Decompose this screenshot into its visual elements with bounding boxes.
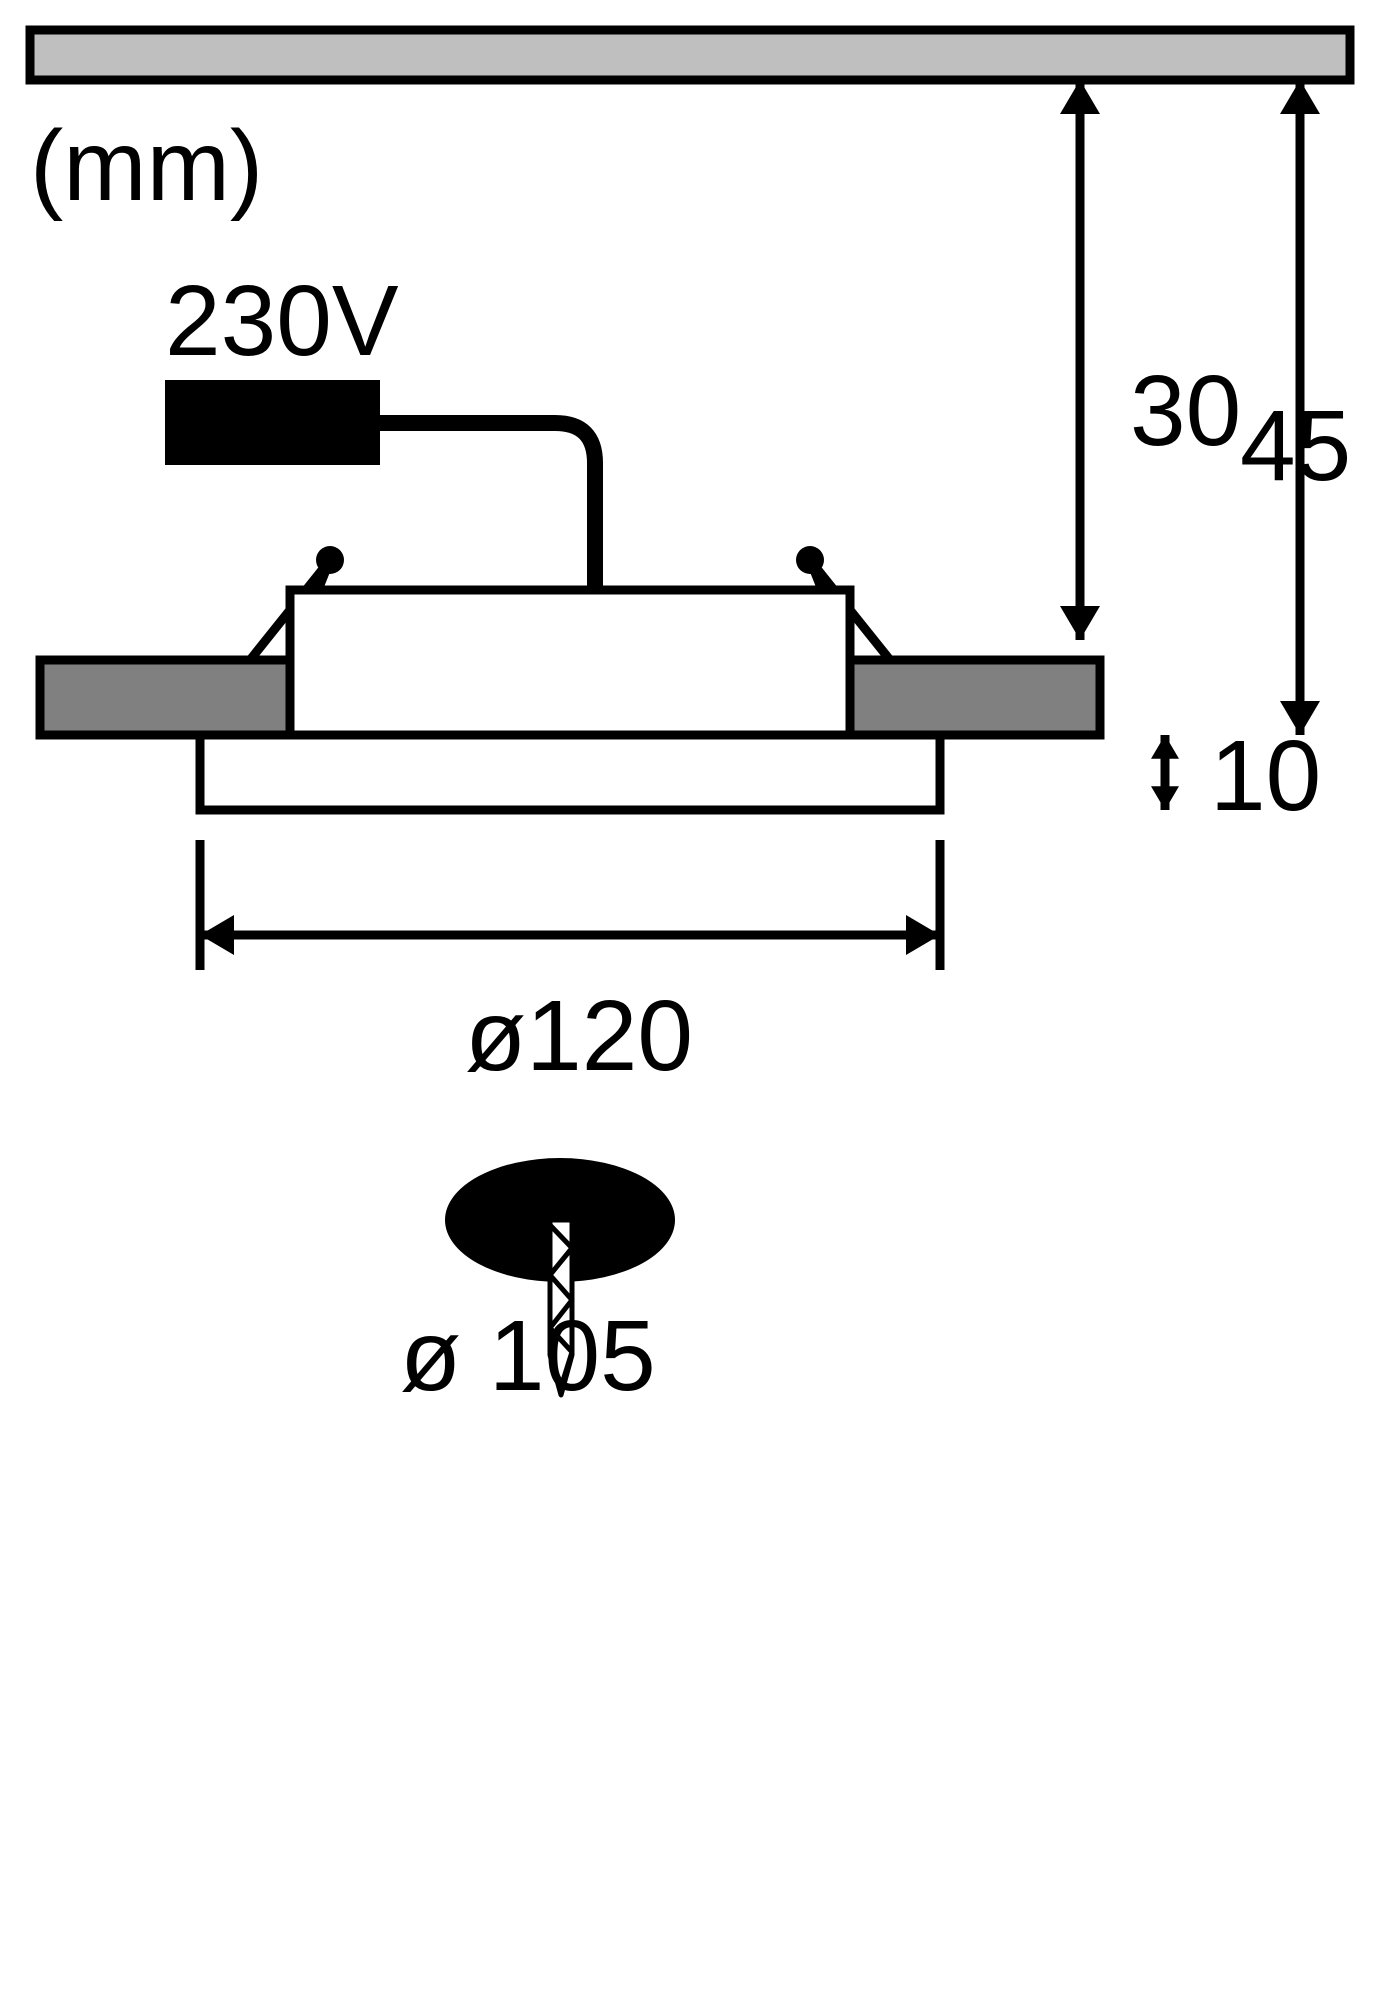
arrow-head	[1280, 80, 1320, 114]
connector-block	[165, 380, 380, 465]
mounting-ring-left	[40, 660, 290, 735]
dim-cutout-label: ø 105	[400, 1300, 656, 1412]
voltage-label: 230V	[165, 265, 399, 377]
arrow-head	[1151, 786, 1179, 810]
dim-30-label: 30	[1130, 355, 1241, 467]
spring-clip-right-pivot	[796, 546, 824, 574]
dim-10-label: 10	[1210, 720, 1321, 832]
power-cable	[380, 423, 595, 590]
mounting-ring-right	[850, 660, 1100, 735]
fixture-face	[200, 735, 940, 810]
dim-45-label: 45	[1240, 390, 1351, 502]
arrow-head	[906, 915, 940, 955]
ceiling-slab	[30, 30, 1350, 80]
spring-clip-left-pivot	[316, 546, 344, 574]
arrow-head	[1151, 735, 1179, 759]
fixture-body	[290, 590, 850, 735]
unit-label: (mm)	[30, 110, 263, 222]
arrow-head	[200, 915, 234, 955]
dim-120-label: ø120	[465, 980, 693, 1092]
arrow-head	[1060, 606, 1100, 640]
arrow-head	[1060, 80, 1100, 114]
